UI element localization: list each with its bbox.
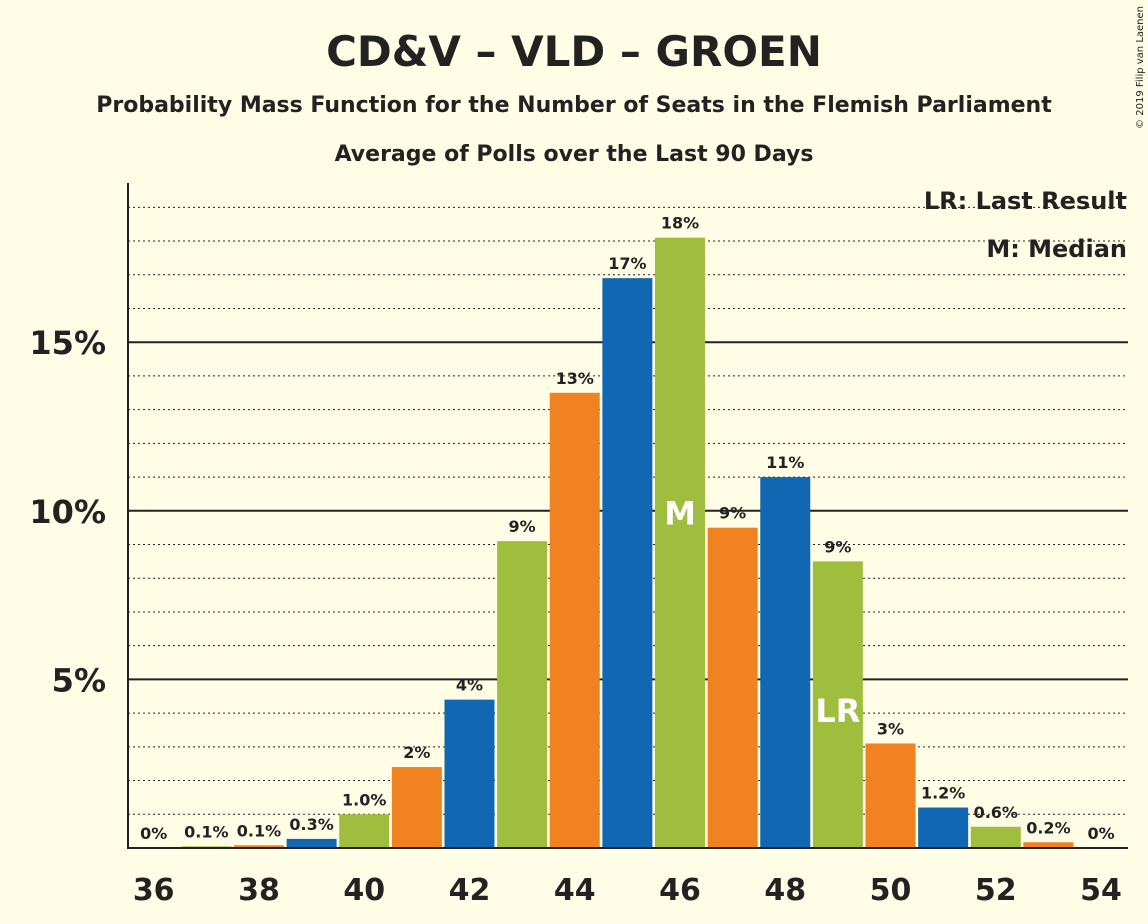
bar-value-label: 2% <box>403 743 430 762</box>
bar-value-label: 0.1% <box>237 821 281 840</box>
bar <box>444 699 495 848</box>
chart-subtitle-2: Average of Polls over the Last 90 Days <box>335 142 814 167</box>
bar-value-label: 0.1% <box>184 822 228 841</box>
x-tick-label: 48 <box>764 873 806 908</box>
bar-value-label: 3% <box>877 719 904 738</box>
x-tick-label: 36 <box>133 873 175 908</box>
median-marker: M <box>664 495 696 533</box>
bar-value-label: 9% <box>719 504 746 523</box>
y-tick-label: 10% <box>29 493 106 531</box>
x-tick-label: 46 <box>659 873 701 908</box>
bar <box>812 561 863 848</box>
bar-value-label: 4% <box>456 676 483 695</box>
bar-value-label: 9% <box>509 517 536 536</box>
bars-layer <box>181 237 1074 849</box>
bar <box>497 541 548 848</box>
bar <box>391 767 442 848</box>
bar <box>707 527 758 848</box>
bar <box>970 826 1021 848</box>
y-tick-layer: 5% 10% 15% <box>29 324 106 699</box>
bar <box>549 392 600 848</box>
bar-value-label: 9% <box>824 537 851 556</box>
bar-value-label: 0% <box>1087 824 1114 843</box>
x-tick-label: 50 <box>870 873 912 908</box>
bar <box>339 814 390 848</box>
legend-median: M: Median <box>986 235 1127 263</box>
bar <box>286 838 337 848</box>
copyright-notice: © 2019 Filip van Laenen <box>1135 6 1146 129</box>
bar-value-label: 1.2% <box>921 784 965 803</box>
bar-value-label: 17% <box>608 254 646 273</box>
bar-value-label: 18% <box>661 214 699 233</box>
bar <box>865 743 916 848</box>
bar-value-label: 1.0% <box>342 790 386 809</box>
bar <box>233 845 284 848</box>
bar-value-label: 0% <box>140 824 167 843</box>
x-tick-label: 54 <box>1080 873 1122 908</box>
chart-title: CD&V – VLD – GROEN <box>326 27 822 76</box>
chart-subtitle: Probability Mass Function for the Number… <box>96 93 1052 118</box>
bar-value-label: 13% <box>556 369 594 388</box>
last-result-marker: LR <box>815 692 860 730</box>
bar <box>602 278 653 849</box>
y-tick-label: 5% <box>52 661 106 699</box>
x-tick-label: 44 <box>554 873 596 908</box>
x-tick-label: 40 <box>343 873 385 908</box>
x-tick-label: 52 <box>975 873 1017 908</box>
bar <box>1023 842 1074 848</box>
bar <box>760 477 811 848</box>
bar <box>918 807 969 848</box>
bar-value-label: 0.6% <box>974 803 1018 822</box>
bar-value-label: 11% <box>766 453 804 472</box>
x-tick-label: 38 <box>238 873 280 908</box>
y-tick-label: 15% <box>29 324 106 362</box>
bar <box>655 237 705 849</box>
bar-value-label: 0.3% <box>289 815 333 834</box>
legend-last-result: LR: Last Result <box>924 187 1127 215</box>
bar-value-label: 0.2% <box>1026 818 1070 837</box>
x-tick-layer: 36 38 40 42 44 46 48 50 52 54 <box>133 873 1122 908</box>
x-tick-label: 42 <box>449 873 491 908</box>
data-labels-layer: 0% 0.1% 0.1% 0.3% 1.0% 2% 4% 9% 13% 17% 18% M 9% 11% 9… <box>140 214 1115 843</box>
